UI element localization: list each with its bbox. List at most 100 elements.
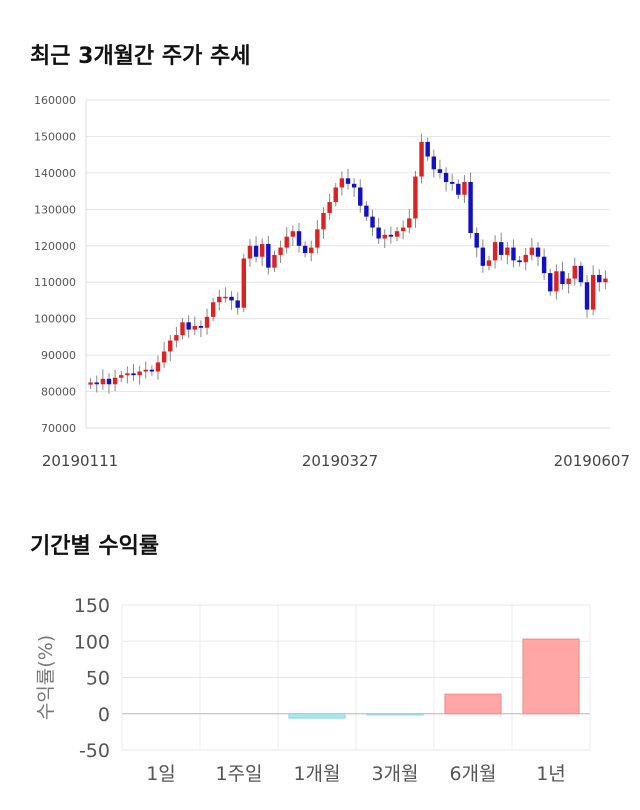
candle-body [272,254,277,268]
candle-body [217,296,222,303]
candle-body [94,382,99,385]
candle-body [284,236,289,248]
candle-body [370,216,375,228]
candle-body [161,351,167,363]
candle-body [584,282,590,310]
candle-body [155,362,161,372]
price-y-tick-label: 130000 [34,203,76,216]
candle-body [449,182,455,184]
candle-body [296,231,302,246]
candle-body [345,178,351,184]
candle-body [309,247,314,254]
candle-body [302,245,308,254]
returns-bar [444,693,502,715]
candle-body [548,273,553,292]
candle-body [253,245,259,257]
returns-x-tick-label: 1일 [146,763,176,785]
candle-body [112,377,118,385]
candle-body [241,258,247,308]
returns-x-tick-label: 1년 [536,763,566,785]
candle-body [131,373,136,376]
candle-body [456,183,461,195]
candle-body [192,325,197,330]
returns-y-axis-label: 수익률(%) [35,635,57,720]
price-y-tick-label: 110000 [34,276,76,289]
price-y-tick-label: 100000 [34,313,76,326]
candle-body [474,233,479,248]
candle-body [100,378,106,385]
candle-body [443,172,449,182]
candle-body [554,271,559,292]
candle-body [88,382,93,385]
candle-body [149,369,155,372]
candle-body [223,296,228,299]
candle-body [572,265,577,279]
price-y-tick-label: 70000 [41,422,76,435]
price-y-tick-label: 140000 [34,167,76,180]
candle-body [597,274,602,283]
price-x-tick-label: 20190607 [554,452,630,470]
price-y-tick-label: 90000 [41,349,76,362]
candle-body [119,375,124,378]
candle-body [425,141,430,157]
candle-body [413,176,418,219]
price-y-tick-label: 150000 [34,130,76,143]
returns-bar [366,713,424,716]
returns-y-tick-label: 0 [98,704,110,726]
returns-x-tick-label: 6개월 [449,763,496,785]
price-x-tick-label: 20190327 [302,452,378,470]
candle-body [407,218,412,228]
candle-body [486,260,492,266]
candle-body [499,242,504,255]
candle-body [382,234,387,239]
candle-body [351,183,357,188]
candle-body [364,205,369,217]
candle-body [535,247,541,257]
candle-body [462,182,467,195]
price-y-tick-label: 120000 [34,240,76,253]
candle-body [394,231,400,237]
candle-body [419,141,424,177]
candle-body [259,243,265,257]
candle-body [431,156,437,170]
returns-bar [288,713,346,719]
candle-body [590,274,596,310]
price-y-tick-label: 80000 [41,386,76,399]
candle-body [376,227,381,239]
candle-body [523,254,528,263]
returns-y-tick-label: -50 [79,740,110,762]
candle-body [210,302,216,317]
candle-body [603,278,608,283]
candle-body [198,325,204,328]
candle-body [315,229,320,248]
returns-x-tick-label: 3개월 [371,763,418,785]
candle-body [143,369,148,372]
candle-body [560,271,565,285]
candle-body [266,243,271,268]
candle-body [400,227,406,232]
price-trend-title: 최근 3개월간 주가 추세 [30,44,251,69]
price-candlestick-chart: 70000 80000 90000 100000 110000 120000 130000 1… [34,94,630,470]
candle-body [180,322,185,336]
returns-y-tick-label: 100 [74,631,110,653]
candle-body [468,182,473,234]
candle-body [358,187,363,206]
candle-body [480,247,486,266]
candle-body [321,212,326,230]
candle-body [333,187,338,203]
candle-body [511,247,516,261]
candle-body [125,373,130,376]
candle-body [388,234,394,237]
candle-body [278,247,283,255]
candle-body [517,260,522,263]
candle-body [437,169,443,173]
candle-body [106,378,112,385]
returns-y-tick-label: 50 [86,668,110,690]
returns-y-tick-label: 150 [74,595,110,617]
candle-body [168,340,173,352]
price-y-tick-label: 160000 [34,94,76,107]
candle-body [235,300,240,308]
returns-x-tick-label: 1주일 [215,763,262,785]
candle-body [529,247,535,255]
candle-body [578,265,584,283]
